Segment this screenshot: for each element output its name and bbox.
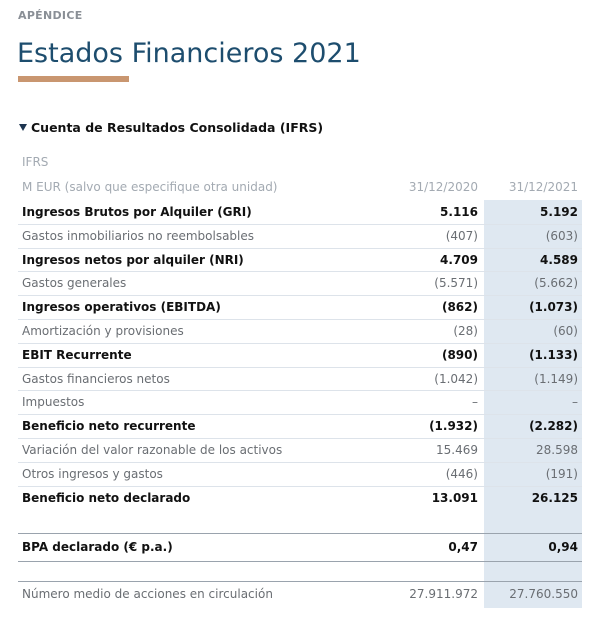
- row-value: (1.073): [529, 300, 578, 315]
- row-separator: [18, 390, 582, 392]
- row-separator: [18, 342, 582, 344]
- row-value: (5.571): [434, 276, 478, 291]
- row-label: Gastos financieros netos: [22, 371, 170, 386]
- row-separator: [18, 319, 582, 320]
- title-underline: [18, 76, 129, 82]
- section-label: APÉNDICE: [18, 9, 83, 22]
- row-separator: [18, 438, 582, 439]
- row-value: 0,47: [448, 540, 478, 554]
- row-value: –: [472, 395, 478, 410]
- row-label: Ingresos Brutos por Alquiler (GRI): [22, 205, 252, 219]
- row-label: Gastos generales: [22, 276, 127, 291]
- row-separator: [18, 485, 582, 487]
- row-value: 4.589: [540, 252, 578, 267]
- row-label: Ingresos netos por alquiler (NRI): [22, 252, 244, 267]
- row-value: 5.192: [540, 205, 578, 219]
- row-value: (862): [441, 300, 478, 315]
- row-label: Gastos inmobiliarios no reembolsables: [22, 228, 255, 243]
- highlight-column: [484, 200, 582, 608]
- row-value: 26.125: [531, 490, 578, 505]
- row-separator: [18, 533, 582, 534]
- row-value: 28.598: [536, 443, 578, 457]
- row-value: 5.116: [440, 205, 478, 219]
- collapse-icon[interactable]: [19, 124, 27, 131]
- column-header: 31/12/2020: [408, 180, 478, 194]
- row-value: (1.133): [529, 347, 578, 362]
- row-value: 27.911.972: [409, 587, 478, 601]
- row-value: 0,94: [548, 540, 578, 554]
- row-value: (60): [553, 324, 578, 338]
- row-separator: [18, 295, 582, 297]
- row-label: Beneficio neto declarado: [22, 490, 191, 505]
- row-value: (2.282): [529, 419, 578, 434]
- row-value: 13.091: [431, 490, 478, 505]
- row-label: Otros ingresos y gastos: [22, 466, 163, 481]
- row-label: Ingresos operativos (EBITDA): [22, 300, 221, 315]
- row-label: EBIT Recurrente: [22, 347, 132, 362]
- column-header: 31/12/2021: [508, 180, 578, 194]
- page-title: Estados Financieros 2021: [17, 38, 361, 69]
- row-label: Variación del valor razonable de los act…: [22, 443, 283, 457]
- row-value: (1.932): [429, 419, 478, 434]
- row-separator: [18, 223, 582, 225]
- table-title[interactable]: Cuenta de Resultados Consolidada (IFRS): [31, 120, 324, 135]
- row-value: 4.709: [440, 252, 478, 267]
- row-separator: [18, 561, 582, 562]
- row-value: (890): [441, 347, 478, 362]
- row-separator: [18, 414, 582, 416]
- row-value: –: [572, 395, 578, 410]
- row-separator: [18, 461, 582, 463]
- row-value: (446): [445, 466, 478, 481]
- row-value: (191): [545, 466, 578, 481]
- row-separator: [18, 581, 582, 582]
- row-value: (1.149): [534, 371, 578, 386]
- row-value: (1.042): [434, 371, 478, 386]
- row-value: (603): [545, 228, 578, 243]
- row-value: (5.662): [534, 276, 578, 291]
- row-separator: [18, 271, 582, 273]
- row-value: 15.469: [436, 443, 478, 457]
- row-separator: [18, 247, 582, 249]
- standard-label: IFRS: [22, 155, 49, 169]
- row-label: BPA declarado (€ p.a.): [22, 540, 173, 554]
- row-value: 27.760.550: [509, 587, 578, 601]
- row-label: Impuestos: [22, 395, 85, 410]
- row-label: Amortización y provisiones: [22, 324, 184, 338]
- row-label: Beneficio neto recurrente: [22, 419, 196, 434]
- row-separator: [18, 366, 582, 368]
- row-value: (28): [453, 324, 478, 338]
- row-label: Número medio de acciones en circulación: [22, 587, 273, 601]
- unit-label: M EUR (salvo que especifique otra unidad…: [22, 180, 278, 194]
- row-value: (407): [445, 228, 478, 243]
